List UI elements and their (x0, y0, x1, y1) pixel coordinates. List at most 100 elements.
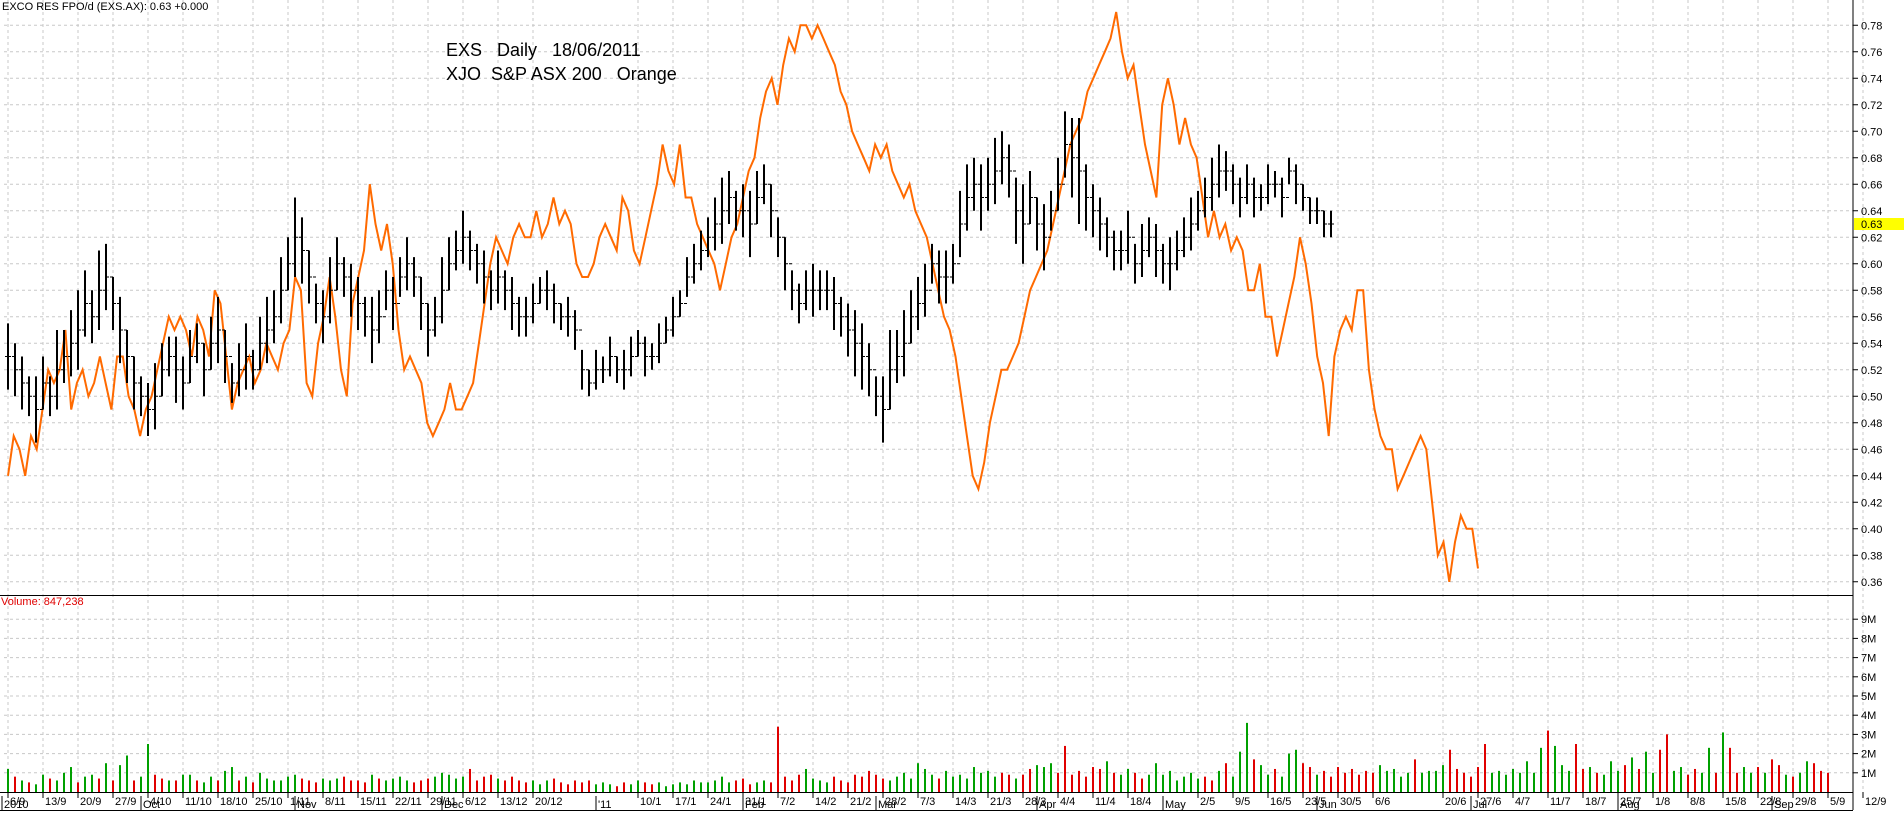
date-tick-label: 2/5 (1200, 796, 1215, 808)
volume-histogram (7, 722, 1829, 792)
date-tick-label: 29/11 (430, 796, 457, 808)
last-price-tag-label: 0.63 (1861, 219, 1882, 231)
volume-tick-label: 5M (1861, 691, 1876, 703)
month-tick-label: May (1165, 799, 1186, 811)
date-tick-label: 5/9 (1830, 796, 1845, 808)
date-tick-label: 6/12 (465, 796, 486, 808)
volume-tick-label: 6M (1861, 672, 1876, 684)
date-tick-label: 11/4 (1095, 796, 1116, 808)
price-tick-label: 0.40 (1861, 524, 1882, 536)
date-tick-label: 6/6 (1375, 796, 1390, 808)
date-tick-label: 21/2 (850, 796, 871, 808)
price-tick-label: 0.76 (1861, 47, 1882, 59)
date-tick-label: 8/8 (1690, 796, 1705, 808)
date-tick-label: 10/1 (640, 796, 661, 808)
date-tick-label: 18/10 (220, 796, 248, 808)
date-tick-label: 28/3 (1025, 796, 1046, 808)
month-tick-label: Dec (444, 799, 464, 811)
date-tick-label: 13/9 (45, 796, 66, 808)
date-tick-label: 7/3 (920, 796, 935, 808)
date-tick-label: 28/2 (885, 796, 906, 808)
date-tick-label: 7/2 (780, 796, 795, 808)
date-tick-label: 20/6 (1445, 796, 1466, 808)
date-tick-label: 22/11 (395, 796, 422, 808)
date-tick-label: 14/2 (815, 796, 836, 808)
price-tick-label: 0.78 (1861, 20, 1882, 32)
price-tick-label: 0.36 (1861, 577, 1882, 589)
date-tick-label: 13/12 (500, 796, 528, 808)
date-tick-label: 25/10 (255, 796, 283, 808)
date-tick-label: 16/5 (1270, 796, 1291, 808)
date-tick-label: 4/10 (150, 796, 171, 808)
price-tick-label: 0.50 (1861, 391, 1882, 403)
date-tick-label: 25/7 (1620, 796, 1641, 808)
date-tick-label: 4/4 (1060, 796, 1075, 808)
month-tick-label: '11 (598, 799, 612, 811)
annotation-line-2: XJO S&P ASX 200 Orange (446, 64, 677, 84)
date-tick-label: 17/1 (675, 796, 696, 808)
month-tick-label: Mar (878, 799, 897, 811)
date-tick-label: 6/9 (10, 796, 25, 808)
date-tick-label: 20/12 (535, 796, 563, 808)
volume-tick-label: 4M (1861, 710, 1876, 722)
price-tick-label: 0.68 (1861, 153, 1882, 165)
annotation-line-1: EXS Daily 18/06/2011 (446, 40, 641, 60)
chart-grid (4, 0, 1864, 792)
price-tick-label: 0.60 (1861, 259, 1882, 271)
date-tick-label: 30/5 (1340, 796, 1361, 808)
date-axis-labels: 6/9 13/9 20/9 27/9 4/10 11/10 18/10 25/10 1/11 8/… (7, 792, 1886, 808)
price-tick-label: 0.42 (1861, 497, 1882, 509)
price-tick-label: 0.58 (1861, 285, 1882, 297)
volume-tick-label: 7M (1861, 653, 1876, 665)
volume-tick-label: 3M (1861, 729, 1876, 741)
volume-tick-label: 9M (1861, 614, 1876, 626)
month-tick-label: Aug (1620, 799, 1640, 811)
last-price-tag: 0.63 (1854, 218, 1904, 231)
volume-tick-label: 1M (1861, 768, 1876, 780)
price-axis-labels: 0.78 0.76 0.74 0.72 0.70 0.68 0.66 0.64 0.62 0.60… (1853, 20, 1882, 589)
date-tick-label: 24/1 (710, 796, 731, 808)
price-tick-label: 0.74 (1861, 73, 1882, 85)
month-tick-label: Jun (1319, 799, 1337, 811)
date-tick-label: 21/3 (990, 796, 1011, 808)
price-tick-label: 0.56 (1861, 312, 1882, 324)
price-tick-label: 0.64 (1861, 206, 1882, 218)
price-tick-label: 0.66 (1861, 179, 1882, 191)
date-tick-label: 23/5 (1305, 796, 1326, 808)
date-tick-label: 22/8 (1760, 796, 1781, 808)
volume-tick-label: 8M (1861, 633, 1876, 645)
price-tick-label: 0.52 (1861, 365, 1882, 377)
date-tick-label: 27/6 (1480, 796, 1501, 808)
date-tick-label: 18/7 (1585, 796, 1606, 808)
date-tick-label: 27/9 (115, 796, 136, 808)
price-tick-label: 0.70 (1861, 126, 1882, 138)
month-tick-label: 2010 (4, 799, 28, 811)
chart-title: EXCO RES FPO/d (EXS.AX): 0.63 +0.000 (2, 1, 209, 13)
date-tick-label: 12/9 (1865, 796, 1886, 808)
date-tick-label: 20/9 (80, 796, 101, 808)
date-tick-label: 14/3 (955, 796, 976, 808)
price-tick-label: 0.62 (1861, 232, 1882, 244)
price-tick-label: 0.46 (1861, 444, 1882, 456)
exs-ohlc-series (5, 111, 1334, 443)
date-tick-label: 8/11 (325, 796, 346, 808)
chart-axes (0, 0, 1854, 811)
last-price-tag-bg (1854, 218, 1904, 230)
month-tick-label: Feb (745, 799, 764, 811)
volume-label: Volume: 847,238 (1, 596, 84, 608)
month-axis-labels: 2010 Oct Nov Dec '11 Feb Mar Apr May Jun Jul Aug Sep (1, 796, 1794, 811)
price-tick-label: 0.38 (1861, 550, 1882, 562)
date-tick-label: 11/7 (1550, 796, 1571, 808)
date-tick-label: 29/8 (1795, 796, 1816, 808)
price-tick-label: 0.54 (1861, 338, 1882, 350)
price-tick-label: 0.72 (1861, 100, 1882, 112)
month-tick-label: Jul (1473, 799, 1487, 811)
price-tick-label: 0.48 (1861, 418, 1882, 430)
date-tick-label: 15/8 (1725, 796, 1746, 808)
month-tick-label: Oct (143, 799, 160, 811)
date-tick-label: 11/10 (185, 796, 212, 808)
month-tick-label: Apr (1039, 799, 1056, 811)
date-tick-label: 18/4 (1130, 796, 1151, 808)
date-tick-label: 15/11 (360, 796, 387, 808)
